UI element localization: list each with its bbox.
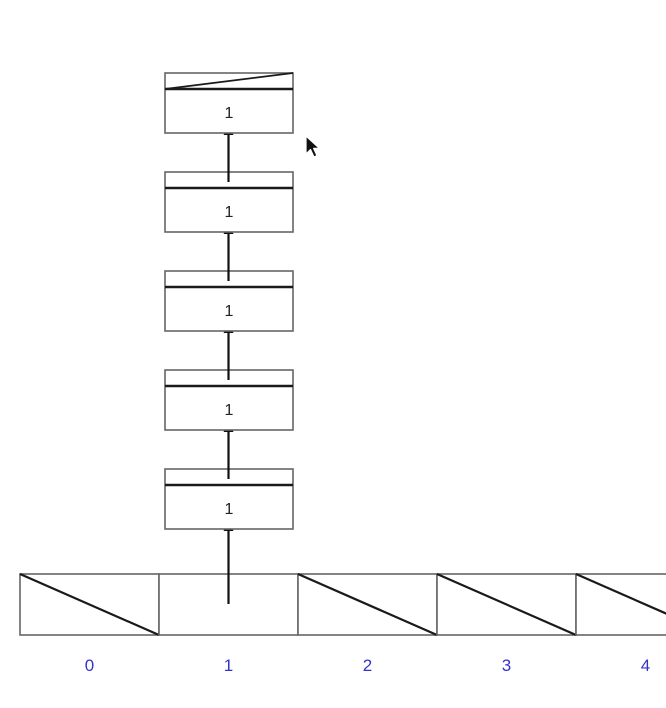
node-value: 1 bbox=[225, 501, 234, 518]
bucket-index-label: 0 bbox=[85, 656, 94, 675]
null-pointer-slash bbox=[164, 72, 294, 90]
bucket-chain: 1 1 1 1 1 bbox=[164, 72, 294, 604]
node-value: 1 bbox=[225, 402, 234, 419]
node-value: 1 bbox=[225, 204, 234, 221]
bucket-index-label: 2 bbox=[363, 656, 372, 675]
bucket-slot-2: 2 bbox=[297, 572, 438, 675]
node-value: 1 bbox=[225, 105, 234, 122]
bucket-slot-3: 3 bbox=[436, 572, 577, 675]
mouse-pointer-icon bbox=[305, 135, 321, 158]
null-pointer-slash bbox=[19, 572, 160, 637]
bucket-array: 0 1 2 3 4 bbox=[19, 572, 666, 675]
node-box bbox=[164, 72, 294, 134]
null-pointer-slash bbox=[436, 572, 577, 637]
bucket-slot-4: 4 bbox=[575, 572, 666, 675]
bucket-index-label: 3 bbox=[502, 656, 511, 675]
bucket-index-label: 1 bbox=[224, 656, 233, 675]
null-pointer-slash bbox=[575, 572, 666, 615]
null-pointer-slash bbox=[297, 572, 438, 637]
chain-node: 1 bbox=[164, 72, 294, 134]
bucket-index-label: 4 bbox=[641, 656, 650, 675]
bucket-slot-0: 0 bbox=[19, 572, 160, 675]
node-value: 1 bbox=[225, 303, 234, 320]
bucket-cell bbox=[575, 573, 666, 636]
